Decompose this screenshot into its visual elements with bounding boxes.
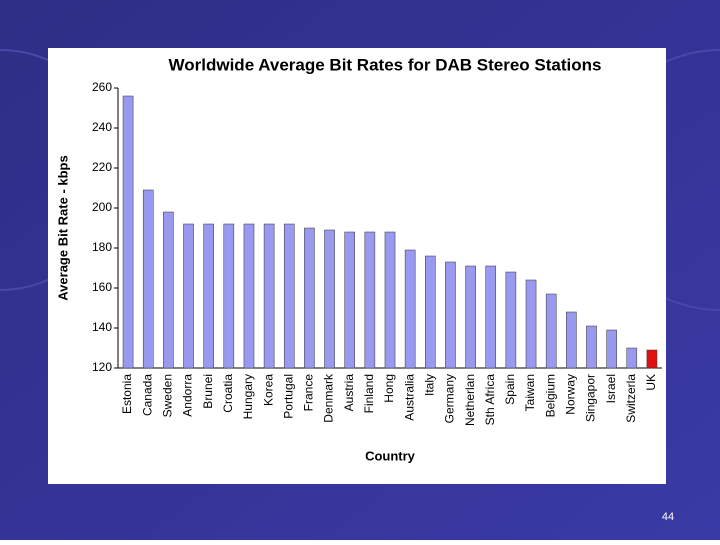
x-tick-label: Brunei — [201, 374, 215, 409]
bar — [243, 223, 255, 369]
bar — [485, 265, 497, 369]
x-tick-label: Belgium — [543, 374, 557, 417]
bar — [283, 223, 295, 369]
bar — [626, 347, 638, 369]
y-tick-label: 160 — [92, 280, 112, 294]
x-tick-label: Denmark — [322, 373, 336, 423]
bar — [183, 223, 194, 369]
bar — [606, 329, 617, 369]
bar — [566, 311, 577, 369]
x-tick-label: Korea — [261, 374, 275, 406]
y-axis-title: Average Bit Rate - kbps — [55, 155, 70, 300]
x-axis-title: Country — [365, 448, 416, 463]
x-tick-label: Germany — [443, 374, 457, 423]
bar — [344, 231, 355, 369]
x-tick-label: Canada — [140, 374, 154, 416]
x-tick-label: Portugal — [281, 374, 295, 419]
x-tick-label: Australia — [402, 374, 416, 421]
chart-panel — [48, 48, 666, 484]
bar — [304, 227, 315, 369]
bar — [122, 95, 134, 369]
bar — [646, 349, 658, 369]
y-tick-label: 120 — [92, 360, 112, 374]
x-tick-label: Estonia — [120, 374, 134, 414]
bar — [142, 189, 154, 369]
x-tick-label: Netherlan — [463, 374, 477, 426]
slide-number: 44 — [662, 511, 674, 523]
bar — [465, 265, 476, 369]
y-tick-label: 200 — [92, 200, 112, 214]
x-tick-label: Croatia — [221, 374, 235, 413]
x-tick-label: Sth Africa — [483, 374, 497, 426]
bar — [445, 261, 456, 369]
x-tick-label: Norway — [564, 374, 578, 415]
y-tick-label: 180 — [92, 240, 112, 254]
bar — [223, 223, 235, 369]
y-tick-label: 220 — [92, 160, 112, 174]
bar — [324, 229, 335, 369]
chart-title: Worldwide Average Bit Rates for DAB Ster… — [169, 55, 602, 74]
x-tick-label: Sweden — [161, 374, 175, 417]
x-tick-label: Switzerla — [624, 374, 638, 423]
y-tick-label: 260 — [92, 80, 112, 94]
bar — [525, 279, 537, 369]
x-tick-label: Italy — [422, 374, 436, 396]
bar — [586, 325, 597, 369]
y-tick-label: 140 — [92, 320, 112, 334]
x-tick-label: UK — [644, 374, 658, 391]
x-tick-label: France — [302, 374, 316, 412]
x-tick-label: Austria — [342, 374, 356, 412]
x-tick-label: Andorra — [181, 374, 195, 417]
y-tick-label: 240 — [92, 120, 112, 134]
x-tick-label: Israel — [604, 374, 618, 403]
bar — [384, 231, 396, 369]
x-tick-label: Finland — [362, 374, 376, 413]
bar — [404, 249, 416, 369]
bar — [505, 271, 517, 369]
bar — [263, 223, 275, 369]
bar — [203, 223, 214, 369]
x-tick-label: Taiwan — [523, 374, 537, 411]
x-tick-label: Singapor — [584, 374, 598, 422]
bar — [425, 255, 436, 369]
x-tick-label: Hong — [382, 374, 396, 403]
x-tick-label: Spain — [503, 374, 517, 405]
bar — [163, 211, 174, 369]
bar — [545, 293, 557, 369]
x-tick-label: Hungary — [241, 374, 255, 419]
bar — [364, 231, 376, 369]
